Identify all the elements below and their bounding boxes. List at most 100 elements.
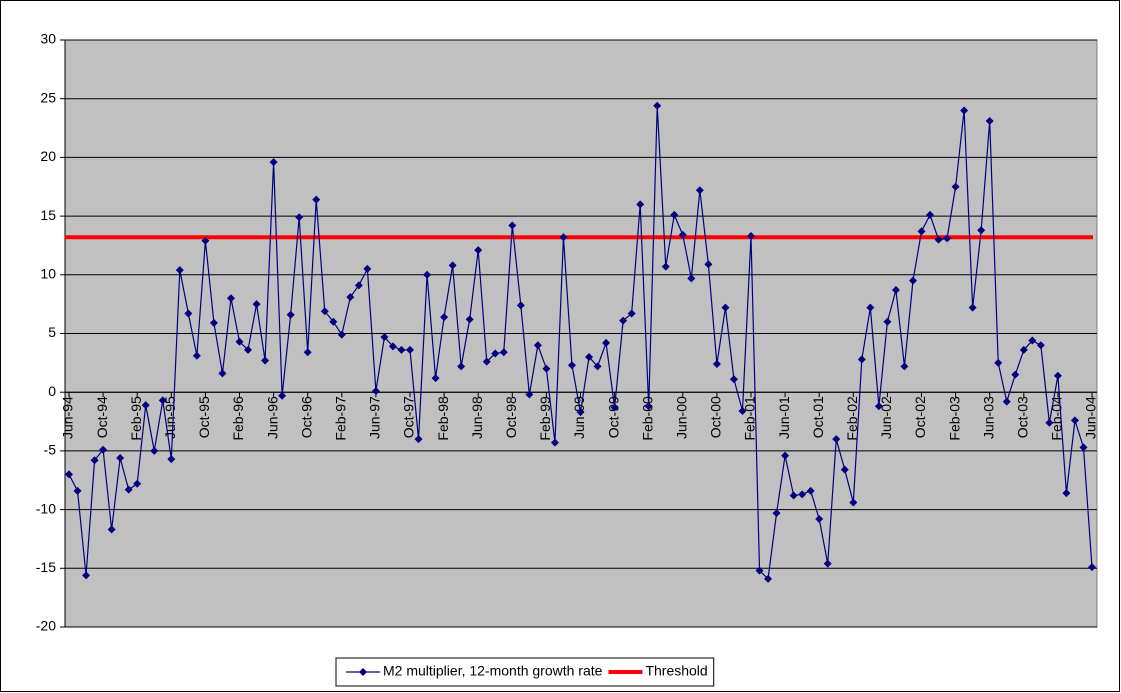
x-tick-label: Feb-00	[639, 396, 655, 441]
x-tick-label: Oct-94	[94, 396, 110, 438]
data-point	[994, 358, 1003, 367]
x-tick-label: Feb-02	[844, 396, 860, 441]
x-tick-label: Jun-94	[60, 396, 76, 439]
data-point	[755, 566, 764, 575]
data-point	[1002, 397, 1011, 406]
y-tick-label: -10	[36, 500, 56, 516]
data-point	[252, 300, 261, 309]
y-tick-label: 15	[40, 207, 56, 223]
data-point	[218, 369, 227, 378]
data-point	[235, 337, 244, 346]
data-point	[269, 158, 278, 167]
data-point	[883, 317, 892, 326]
data-point	[465, 315, 474, 324]
data-point	[832, 435, 841, 444]
x-tick-label: Feb-03	[946, 396, 962, 441]
data-point	[712, 360, 721, 369]
x-tick-label: Oct-03	[1015, 396, 1031, 438]
data-point	[423, 270, 432, 279]
x-tick-label: Jun-02	[878, 396, 894, 439]
data-point	[303, 348, 312, 357]
data-point	[414, 435, 423, 444]
data-point	[567, 361, 576, 370]
data-point	[1053, 371, 1062, 380]
x-tick-label: Feb-99	[537, 396, 553, 441]
data-point	[286, 310, 295, 319]
data-point	[73, 486, 82, 495]
data-point	[721, 303, 730, 312]
y-tick-label: 10	[40, 266, 56, 282]
data-point	[661, 262, 670, 271]
data-point	[244, 345, 253, 354]
x-tick-label: Jun-98	[469, 396, 485, 439]
data-point	[184, 309, 193, 318]
data-point	[610, 403, 619, 412]
data-point	[806, 486, 815, 495]
data-point	[891, 286, 900, 295]
data-point	[687, 274, 696, 283]
data-point	[977, 226, 986, 235]
x-tick-label: Oct-96	[298, 396, 314, 438]
data-point	[192, 351, 201, 360]
data-point	[798, 490, 807, 499]
data-point	[943, 234, 952, 243]
data-point	[107, 525, 116, 534]
data-point	[388, 342, 397, 351]
data-point	[926, 210, 935, 219]
legend-label: M2 multiplier, 12-month growth rate	[383, 663, 603, 679]
data-point	[550, 438, 559, 447]
data-point	[840, 465, 849, 474]
data-point	[1028, 336, 1037, 345]
x-tick-label: Jun-03	[980, 396, 996, 439]
data-point	[772, 509, 781, 518]
data-point	[457, 362, 466, 371]
data-point	[329, 317, 338, 326]
data-point	[670, 210, 679, 219]
data-point	[576, 408, 585, 417]
data-point	[789, 491, 798, 500]
data-point	[371, 387, 380, 396]
data-point	[866, 303, 875, 312]
data-point	[900, 362, 909, 371]
y-tick-label: -15	[36, 559, 56, 575]
x-tick-label: Jun-00	[674, 396, 690, 439]
data-point	[491, 349, 500, 358]
data-point	[636, 200, 645, 209]
data-point	[951, 182, 960, 191]
data-point	[917, 227, 926, 236]
data-point	[278, 391, 287, 400]
y-tick-label: 30	[40, 31, 56, 47]
data-point	[337, 330, 346, 339]
data-point	[619, 316, 628, 325]
data-point	[295, 213, 304, 222]
x-tick-label: Jun-99	[571, 396, 587, 439]
data-point	[1062, 489, 1071, 498]
data-point	[695, 186, 704, 195]
data-point	[226, 294, 235, 303]
data-point	[585, 352, 594, 361]
data-point	[448, 261, 457, 270]
data-point	[1088, 563, 1096, 572]
legend	[335, 657, 715, 687]
data-point	[678, 230, 687, 239]
x-tick-label: Oct-02	[912, 396, 928, 438]
data-point	[985, 117, 994, 126]
data-point	[508, 221, 517, 230]
data-point	[857, 355, 866, 364]
data-point	[747, 232, 755, 241]
data-point	[1070, 416, 1079, 425]
data-point	[764, 574, 773, 583]
data-point	[209, 318, 218, 327]
x-tick-label: Oct-99	[605, 396, 621, 438]
data-point	[533, 341, 542, 350]
data-point	[158, 396, 167, 405]
data-point	[116, 453, 125, 462]
x-tick-label: Feb-97	[333, 396, 349, 441]
x-tick-label: Oct-00	[708, 396, 724, 438]
data-point	[1045, 418, 1054, 427]
data-point	[781, 451, 790, 460]
data-point	[380, 333, 389, 342]
data-point	[499, 348, 508, 357]
x-tick-label: Oct-01	[810, 396, 826, 438]
data-point	[704, 260, 713, 269]
